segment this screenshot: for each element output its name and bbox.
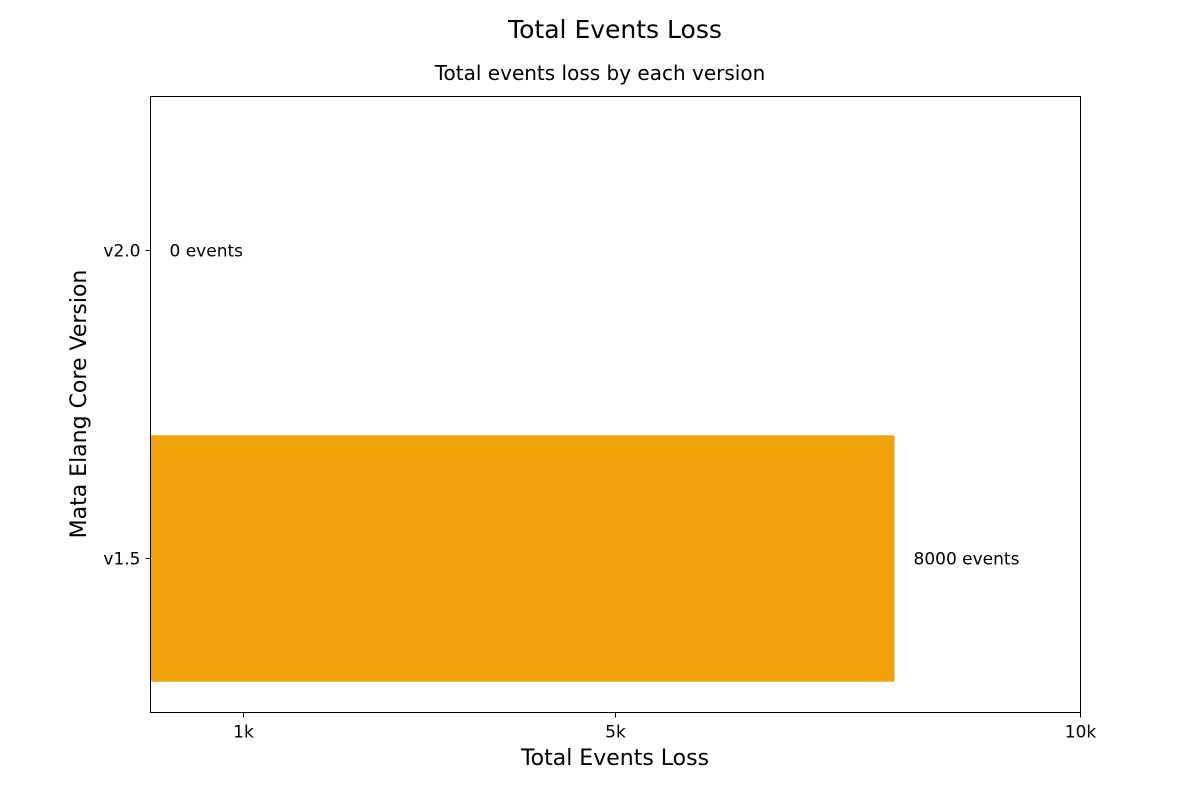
y-tick-label-v1-5: v1.5 [103, 550, 140, 570]
bar-v1-5 [150, 435, 895, 682]
x-tick-label-1k: 1k [233, 723, 254, 743]
y-axis: v1.5 v2.0 [103, 242, 151, 570]
data-label-v1-5: 8000 events [914, 550, 1020, 570]
chart-title: Total Events Loss [507, 15, 722, 44]
y-axis-label: Mata Elang Core Version [67, 270, 92, 539]
x-axis: 1k 5k 10k [233, 712, 1097, 743]
chart-subtitle: Total events loss by each version [434, 61, 766, 85]
plot-area: 8000 events 0 events [150, 242, 1020, 682]
x-tick-label-5k: 5k [605, 723, 626, 743]
data-label-v2-0: 0 events [170, 242, 244, 262]
x-axis-label: Total Events Loss [520, 746, 709, 771]
x-tick-label-10k: 10k [1065, 723, 1097, 743]
y-tick-label-v2-0: v2.0 [103, 242, 140, 262]
